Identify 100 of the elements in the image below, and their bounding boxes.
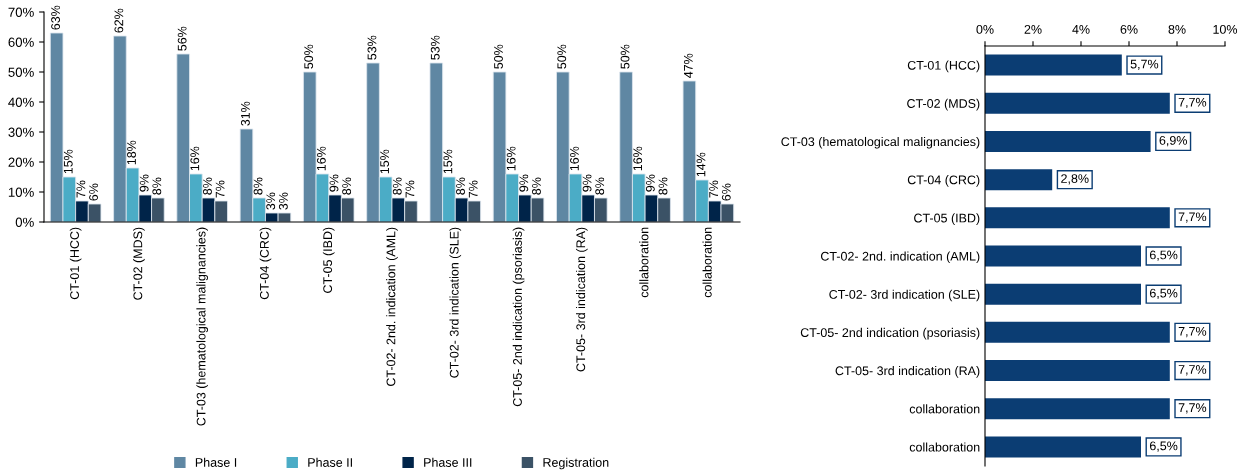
data-label: 16% bbox=[506, 146, 516, 171]
y-tick-label: collaboration bbox=[909, 404, 980, 414]
data-label: 47% bbox=[683, 53, 693, 78]
bar bbox=[985, 321, 1170, 343]
data-label: 8% bbox=[595, 177, 605, 195]
data-label: 53% bbox=[367, 35, 377, 60]
y-tick-label: 0% bbox=[15, 217, 34, 227]
data-label: 7,7% bbox=[1178, 212, 1207, 223]
y-tick-label: 10% bbox=[8, 187, 34, 197]
data-label: 9% bbox=[582, 174, 592, 192]
data-label: 16% bbox=[190, 146, 200, 171]
bar bbox=[985, 398, 1170, 420]
legend-label: Phase II bbox=[308, 457, 352, 467]
x-tick-label: 8% bbox=[1168, 24, 1186, 34]
x-tick-label: CT-02- 3rd indication (SLE) bbox=[449, 227, 462, 378]
data-label: 15% bbox=[443, 149, 453, 174]
data-label: 8% bbox=[456, 177, 465, 195]
data-label: 63% bbox=[51, 5, 61, 30]
x-tick-label: CT-01 (HCC) bbox=[69, 227, 82, 300]
data-label: 6,5% bbox=[1149, 250, 1178, 261]
data-label: 8% bbox=[392, 177, 402, 195]
bar bbox=[985, 54, 1122, 76]
data-label: 6% bbox=[89, 183, 98, 201]
x-tick-label: CT-03 (hematological malignancies) bbox=[196, 227, 209, 426]
data-label: 62% bbox=[114, 8, 124, 33]
legend-label: Phase I bbox=[195, 457, 237, 467]
x-tick-label: 10% bbox=[1213, 24, 1238, 34]
data-label: 50% bbox=[620, 44, 630, 69]
data-label: 16% bbox=[569, 146, 579, 171]
data-label: 3% bbox=[266, 192, 276, 210]
data-label: 8% bbox=[342, 177, 352, 195]
data-label: 7,7% bbox=[1178, 365, 1207, 376]
data-label: 16% bbox=[316, 146, 326, 171]
y-tick-label: CT-05 (IBD) bbox=[914, 213, 980, 225]
data-label: 7% bbox=[215, 180, 225, 198]
bar bbox=[985, 92, 1170, 114]
data-label: 6,9% bbox=[1159, 135, 1187, 147]
data-label: 8% bbox=[658, 177, 668, 195]
data-label: 8% bbox=[532, 177, 541, 195]
y-tick-label: 20% bbox=[8, 157, 34, 167]
x-tick-label: CT-05 (IBD) bbox=[322, 227, 335, 293]
data-label: 18% bbox=[127, 140, 136, 165]
data-label: 50% bbox=[494, 44, 503, 69]
y-tick-label: CT-01 (HCC) bbox=[907, 60, 980, 73]
y-tick-label: 70% bbox=[8, 7, 34, 17]
data-label: 6,5% bbox=[1149, 441, 1178, 452]
data-label: 9% bbox=[519, 174, 529, 192]
bar bbox=[985, 245, 1141, 267]
bar bbox=[985, 436, 1141, 458]
x-tick-label: CT-04 (CRC) bbox=[259, 227, 272, 300]
y-tick-label: CT-05- 2nd indication (psoriasis) bbox=[800, 327, 980, 340]
data-label: 8% bbox=[253, 177, 263, 195]
data-label: 7,7% bbox=[1178, 97, 1207, 109]
bar bbox=[985, 207, 1170, 229]
x-tick-label: collaboration bbox=[639, 227, 649, 298]
x-tick-label: CT-02- 2nd. indication (AML) bbox=[386, 227, 398, 387]
data-label: 6,5% bbox=[1149, 288, 1178, 300]
data-label: 5,7% bbox=[1130, 59, 1159, 70]
legend-label: Phase III bbox=[424, 457, 472, 467]
data-label: 31% bbox=[240, 101, 250, 126]
x-tick-label: 4% bbox=[1072, 25, 1090, 34]
x-tick-label: 2% bbox=[1024, 24, 1042, 34]
y-tick-label: CT-03 (hematological malignancies) bbox=[781, 136, 980, 149]
data-label: 2,8% bbox=[1061, 174, 1089, 185]
x-tick-label: CT-02 (MDS) bbox=[133, 227, 145, 300]
data-label: 8% bbox=[203, 177, 212, 195]
data-label: 15% bbox=[63, 149, 73, 174]
bar bbox=[985, 169, 1053, 191]
x-tick-label: CT-05- 2nd indication (psoriasis) bbox=[512, 227, 525, 407]
bar bbox=[985, 360, 1170, 382]
data-label: 15% bbox=[380, 149, 390, 174]
y-tick-label: 30% bbox=[8, 127, 34, 137]
data-label: 7% bbox=[709, 180, 718, 198]
data-label: 6% bbox=[721, 183, 731, 201]
x-tick-label: CT-05- 3rd indication (RA) bbox=[575, 227, 588, 372]
x-tick-label: 6% bbox=[1120, 24, 1138, 34]
data-label: 9% bbox=[645, 174, 655, 192]
y-tick-label: collaboration bbox=[909, 442, 980, 452]
data-label: 16% bbox=[633, 146, 643, 171]
y-tick-label: 60% bbox=[8, 37, 34, 47]
data-label: 14% bbox=[696, 152, 706, 177]
y-tick-label: 40% bbox=[8, 97, 34, 107]
data-label: 7,7% bbox=[1178, 403, 1207, 414]
x-tick-label: collaboration bbox=[702, 227, 712, 298]
data-label: 7% bbox=[468, 180, 478, 198]
y-tick-label: 50% bbox=[8, 67, 34, 77]
y-tick-label: CT-02 (MDS) bbox=[907, 98, 980, 111]
y-tick-label: CT-04 (CRC) bbox=[907, 175, 980, 187]
data-label: 7% bbox=[405, 180, 415, 198]
data-label: 9% bbox=[329, 174, 339, 192]
data-label: 9% bbox=[139, 174, 149, 192]
data-label: 50% bbox=[304, 44, 314, 69]
data-label: 3% bbox=[278, 192, 288, 210]
data-label: 7,7% bbox=[1178, 326, 1207, 338]
x-tick-label: 0% bbox=[976, 24, 994, 34]
legend-label: Registration bbox=[543, 457, 609, 470]
bar bbox=[985, 130, 1151, 152]
data-label: 8% bbox=[152, 177, 162, 195]
data-label: 7% bbox=[76, 180, 86, 198]
data-label: 50% bbox=[557, 44, 567, 69]
